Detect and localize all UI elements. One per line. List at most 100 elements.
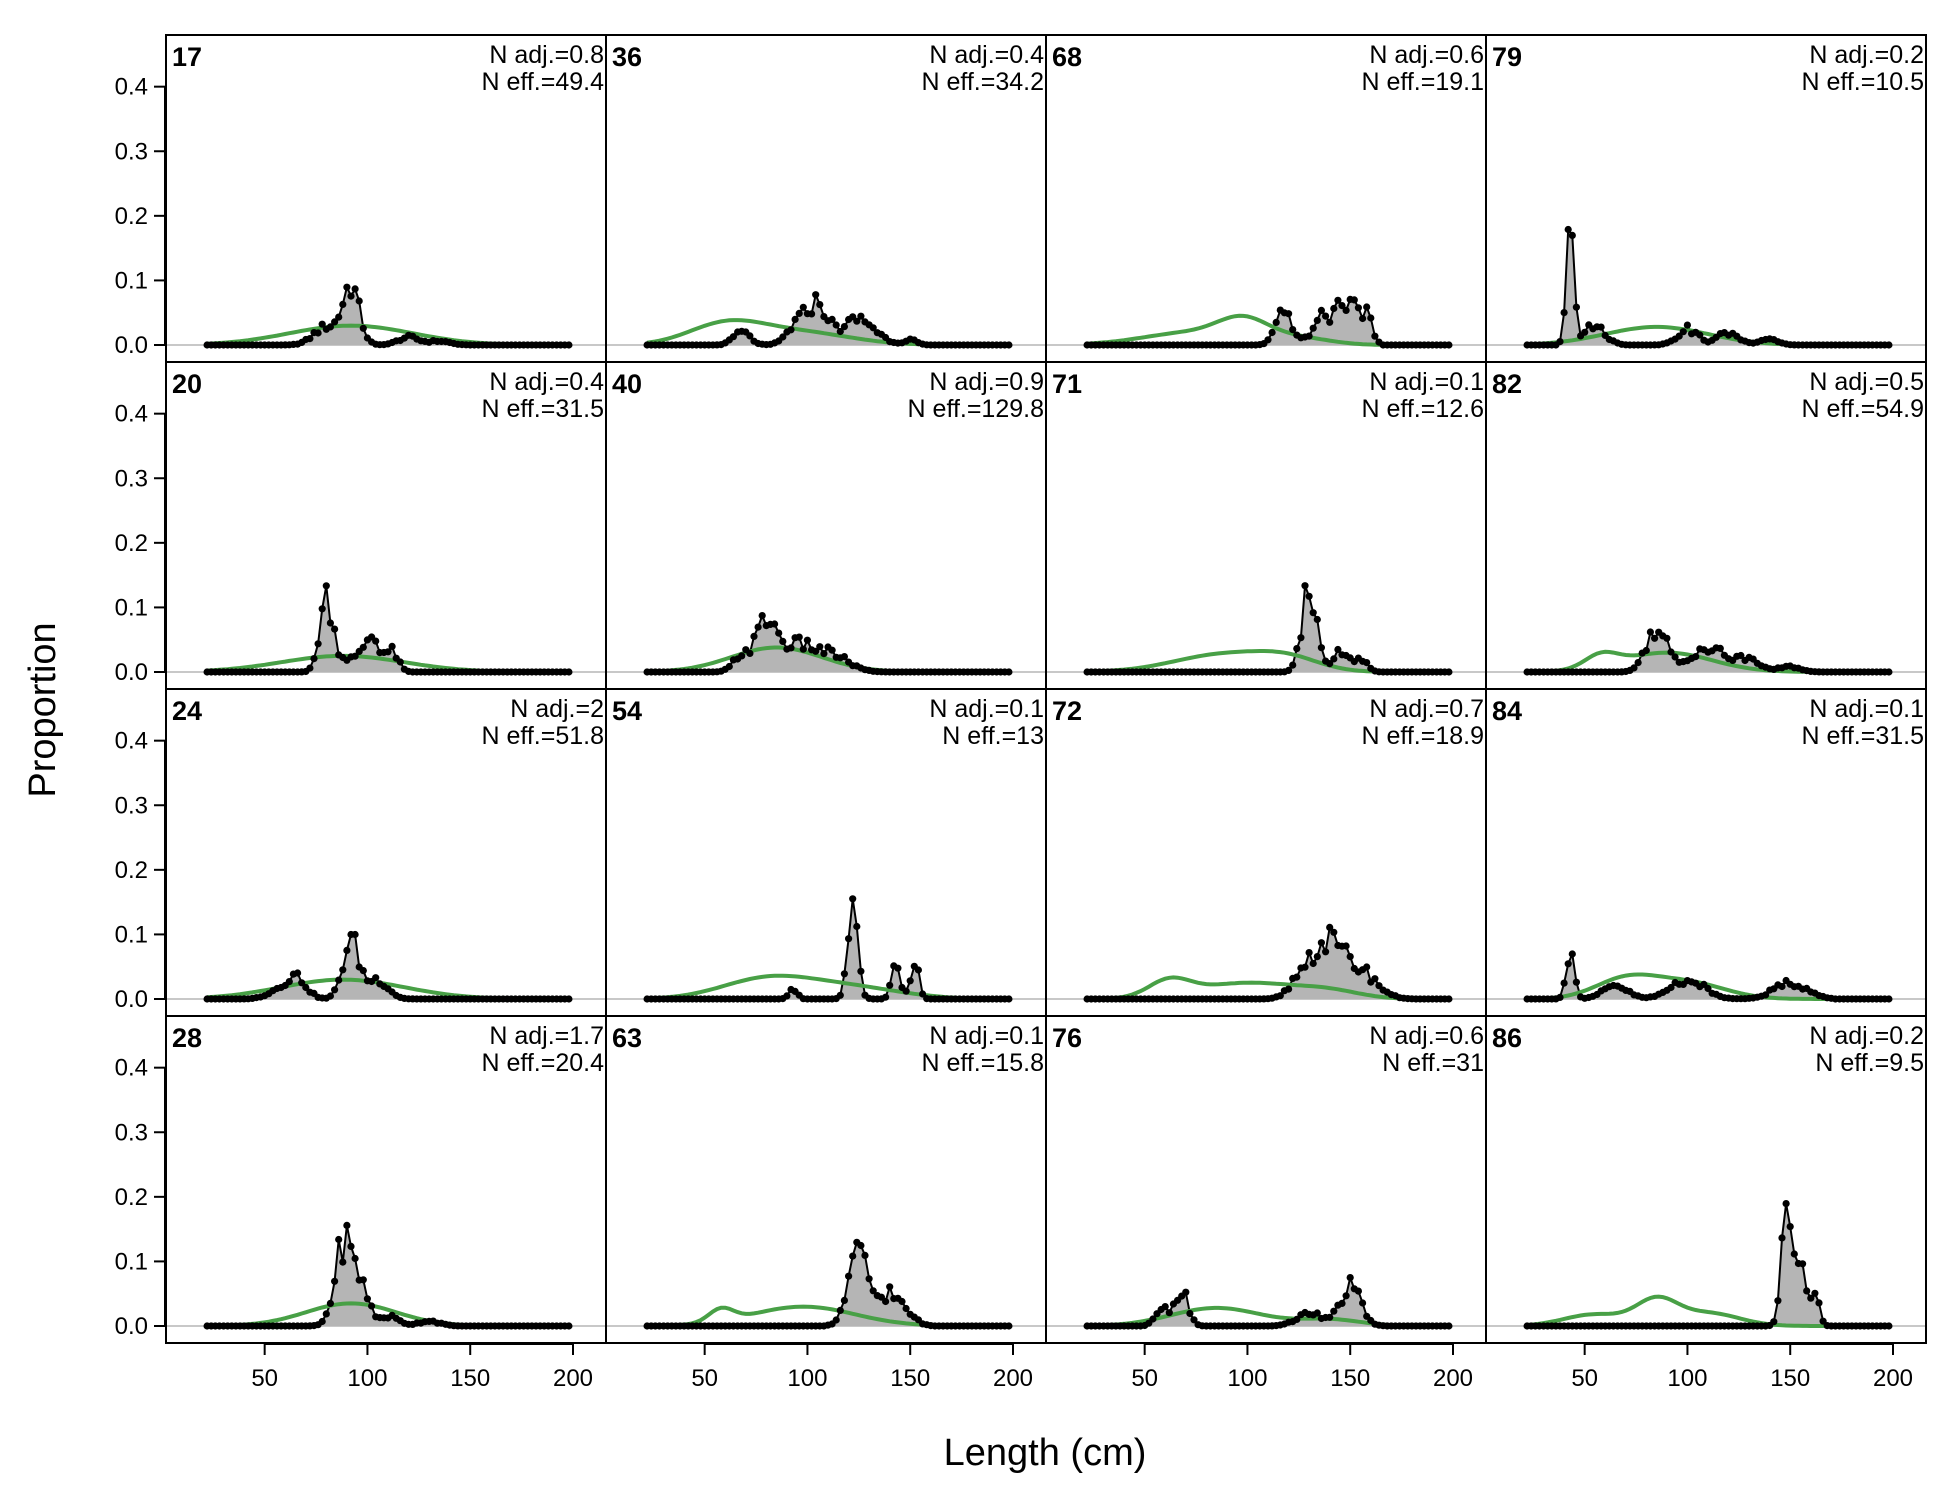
observed-point <box>372 974 380 982</box>
observed-point <box>368 1302 376 1310</box>
observed-point <box>1165 1309 1173 1317</box>
observed-point <box>326 619 334 627</box>
observed-point <box>1293 1315 1301 1323</box>
observed-point <box>1354 304 1362 312</box>
observed-point <box>565 995 573 1003</box>
panel-24: 24 N adj.=2N eff.=51.8 <box>165 688 607 1017</box>
observed-point <box>1671 653 1679 661</box>
observed-area <box>1087 927 1449 999</box>
n-eff-label: N eff.=31.5 <box>1801 722 1924 750</box>
y-tick-label: 0.4 <box>115 1055 148 1082</box>
panel-id-label: 71 <box>1052 369 1082 399</box>
observed-area <box>1087 585 1449 672</box>
y-axis-row-2: 0.0 0.1 0.2 0.3 0.4 <box>115 401 166 686</box>
panel-82: 82 N adj.=0.5N eff.=54.9 <box>1485 361 1927 690</box>
observed-point <box>339 300 347 308</box>
observed-points <box>643 1238 1013 1330</box>
observed-point <box>1330 655 1338 663</box>
observed-line <box>1087 1274 1449 1327</box>
panel-id-label: 36 <box>612 42 642 72</box>
observed-point <box>331 318 339 326</box>
observed-points <box>1083 582 1453 676</box>
observed-point <box>359 967 367 975</box>
observed-point <box>1342 306 1350 314</box>
n-eff-label: N eff.=129.8 <box>908 395 1044 423</box>
y-tick-label: 0.2 <box>115 203 148 230</box>
observed-point <box>836 1306 844 1314</box>
observed-point <box>343 1221 351 1229</box>
y-tick-label: 0.2 <box>115 1184 148 1211</box>
observed-point <box>331 1277 339 1285</box>
observed-point <box>1663 634 1671 642</box>
observed-point <box>849 1252 857 1260</box>
observed-point <box>355 297 363 305</box>
observed-point <box>840 1296 849 1304</box>
y-axis-row-3: 0.0 0.1 0.2 0.3 0.4 <box>115 728 166 1013</box>
observed-point <box>565 668 573 676</box>
observed-point <box>372 637 380 645</box>
observed-point <box>1293 973 1301 981</box>
observed-point <box>331 625 339 633</box>
observed-point <box>725 662 733 671</box>
observed-point <box>1371 332 1379 340</box>
y-tick-label: 0.2 <box>115 857 148 884</box>
n-eff-label: N eff.=13 <box>942 722 1044 750</box>
y-tick-label: 0.4 <box>115 74 148 101</box>
y-tick-label: 0.3 <box>115 465 148 492</box>
x-axis-col-4: 50 100 150 200 <box>1571 1343 1913 1392</box>
x-tick-label: 200 <box>1433 1365 1473 1392</box>
expected-line <box>1087 975 1449 1001</box>
observed-point <box>1445 668 1453 676</box>
observed-point <box>1564 960 1572 968</box>
n-adj-label: N adj.=0.8 <box>489 41 604 69</box>
observed-point <box>902 1304 910 1313</box>
observed-point <box>1560 979 1568 987</box>
panel-id-label: 76 <box>1052 1023 1082 1053</box>
observed-area <box>1527 1203 1889 1326</box>
observed-point <box>779 333 787 341</box>
observed-point <box>816 301 824 309</box>
observed-point <box>1642 646 1650 655</box>
panel-40: 40 N adj.=0.9N eff.=129.8 <box>605 361 1047 690</box>
observed-point <box>1342 942 1350 950</box>
y-tick-label: 0.0 <box>115 332 148 359</box>
observed-points <box>1083 1274 1453 1330</box>
observed-point <box>820 650 828 658</box>
y-tick-label: 0.3 <box>115 138 148 165</box>
observed-point <box>1334 296 1342 304</box>
x-tick-label: 100 <box>787 1365 827 1392</box>
n-eff-label: N eff.=51.8 <box>481 722 604 750</box>
x-axis-col-1: 50 100 150 200 <box>251 1343 593 1392</box>
panel-id-label: 20 <box>172 369 202 399</box>
observed-point <box>832 321 840 329</box>
x-tick-label: 150 <box>1770 1365 1810 1392</box>
observed-point <box>1005 1322 1013 1330</box>
observed-point <box>791 315 799 323</box>
observed-point <box>882 993 890 1001</box>
observed-point <box>322 582 330 590</box>
observed-point <box>1363 303 1371 311</box>
observed-point <box>1556 993 1564 1002</box>
observed-point <box>359 1276 367 1284</box>
observed-line <box>647 1240 1009 1327</box>
observed-point <box>1572 303 1580 311</box>
observed-point <box>787 326 795 334</box>
observed-point <box>1696 331 1704 339</box>
panel-76: 76 N adj.=0.6N eff.=31 <box>1045 1015 1487 1344</box>
observed-point <box>1005 995 1013 1003</box>
observed-point <box>351 285 359 293</box>
observed-point <box>1289 326 1297 334</box>
observed-point <box>849 895 857 903</box>
observed-point <box>845 935 853 943</box>
observed-point <box>1301 582 1309 590</box>
observed-points <box>1523 950 1893 1003</box>
observed-point <box>1885 341 1893 349</box>
observed-point <box>343 283 351 291</box>
observed-point <box>1692 653 1700 661</box>
n-eff-label: N eff.=54.9 <box>1801 395 1924 423</box>
observed-area <box>1527 229 1889 345</box>
observed-point <box>359 324 367 332</box>
observed-point <box>1317 306 1325 314</box>
observed-point <box>816 643 824 651</box>
